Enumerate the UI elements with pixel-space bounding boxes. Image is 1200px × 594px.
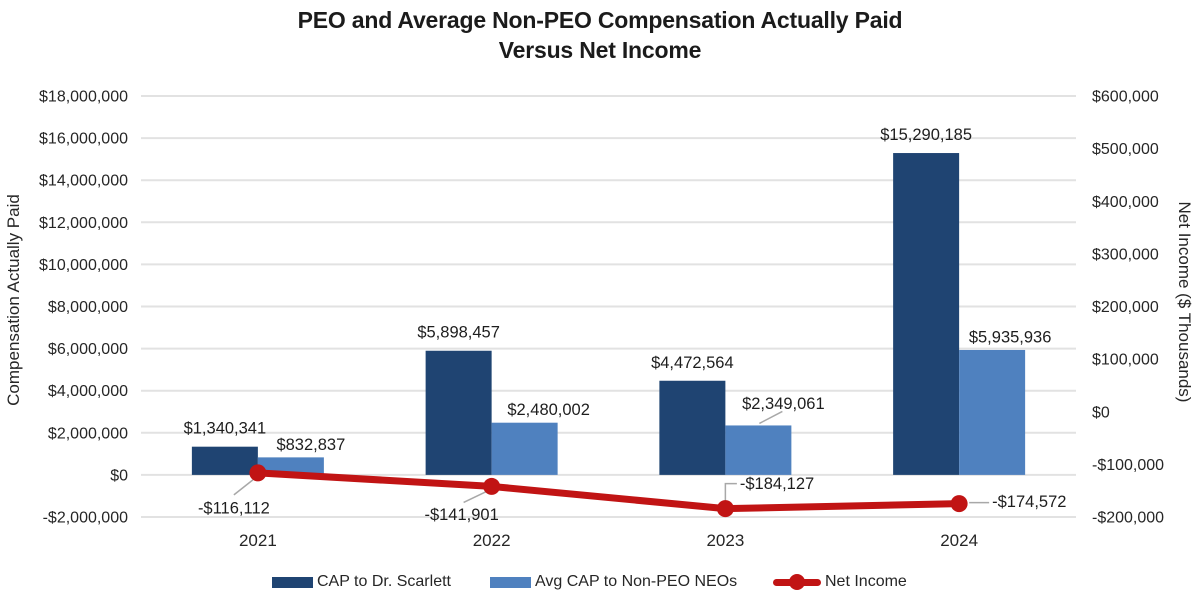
- leader-line: [463, 490, 487, 504]
- leader-line: [233, 479, 254, 496]
- bar-value-label: $15,290,185: [880, 126, 972, 144]
- bar-cap-peo: [425, 350, 492, 475]
- chart-title-line1: PEO and Average Non-PEO Compensation Act…: [297, 7, 903, 33]
- legend-label-avg-cap: Avg CAP to Non-PEO NEOs: [535, 573, 738, 590]
- net-income-label: -$141,901: [424, 506, 498, 524]
- net-income-marker: [950, 495, 968, 513]
- chart-title-line2: Versus Net Income: [498, 37, 702, 63]
- net-income-label: -$174,572: [992, 493, 1066, 511]
- right-axis-tick-label: $300,000: [1092, 246, 1159, 263]
- left-axis-tick-label: $4,000,000: [48, 383, 128, 400]
- bar-value-label: $832,837: [276, 436, 345, 454]
- left-axis-tick-label: -$2,000,000: [43, 510, 129, 527]
- legend-swatch-avg-cap: [490, 576, 531, 588]
- legend-swatch-cap-peo: [272, 576, 313, 588]
- chart-title: PEO and Average Non-PEO Compensation Act…: [0, 5, 1200, 65]
- net-income-label: -$184,127: [740, 475, 814, 493]
- net-income-label: -$116,112: [198, 499, 270, 517]
- bar-cap-peo: [659, 380, 726, 475]
- category-label: 2021: [239, 531, 277, 550]
- right-axis-tick-label: -$100,000: [1092, 457, 1164, 474]
- legend-item-avg-cap: Avg CAP to Non-PEO NEOs: [490, 570, 737, 594]
- bar-value-label: $2,349,061: [742, 395, 825, 413]
- category-label: 2024: [940, 531, 978, 550]
- left-axis-tick-label: $2,000,000: [48, 425, 128, 442]
- bar-cap-peo: [893, 153, 960, 475]
- category-label: 2023: [706, 531, 744, 550]
- bar-avg-cap: [491, 422, 558, 475]
- leader-line: [759, 410, 783, 425]
- bar-value-label: $2,480,002: [507, 401, 590, 419]
- legend-line-marker-icon: [773, 574, 821, 590]
- right-axis-tick-label: -$200,000: [1092, 510, 1164, 527]
- left-axis-title: Compensation Actually Paid: [4, 194, 23, 406]
- left-axis-tick-label: $18,000,000: [39, 89, 128, 106]
- right-axis-tick-label: $100,000: [1092, 352, 1159, 369]
- left-axis-tick-label: $8,000,000: [48, 299, 128, 316]
- leader-line: [724, 482, 737, 503]
- net-income-line: [254, 469, 963, 513]
- bar-cap-peo: [191, 446, 258, 475]
- left-axis-tick-label: $6,000,000: [48, 341, 128, 358]
- right-axis-tick-label: $400,000: [1092, 194, 1159, 211]
- legend-dot-icon: [789, 574, 805, 590]
- right-axis-tick-label: $600,000: [1092, 89, 1159, 106]
- left-axis-tick-label: $16,000,000: [39, 131, 128, 148]
- net-income-marker: [249, 464, 267, 482]
- bar-value-label: $5,898,457: [417, 324, 500, 342]
- left-axis-tick-label: $12,000,000: [39, 215, 128, 232]
- right-axis-tick-label: $0: [1092, 404, 1110, 421]
- left-axis-tick-label: $0: [110, 467, 128, 484]
- category-label: 2022: [473, 531, 511, 550]
- right-axis-tick-label: $200,000: [1092, 299, 1159, 316]
- bar-value-label: $5,935,936: [969, 328, 1052, 346]
- legend-label-net-income: Net Income: [825, 573, 907, 590]
- left-axis-tick-label: $14,000,000: [39, 173, 128, 190]
- legend-item-cap-peo: CAP to Dr. Scarlett: [272, 570, 451, 594]
- net-income-marker: [483, 477, 501, 495]
- bar-avg-cap: [959, 349, 1026, 475]
- left-axis-tick-label: $10,000,000: [39, 257, 128, 274]
- right-axis-tick-label: $500,000: [1092, 141, 1159, 158]
- bar-value-label: $4,472,564: [651, 354, 734, 372]
- right-axis-title: Net Income ($ Thousands): [1175, 201, 1194, 403]
- net-income-marker: [716, 500, 734, 518]
- bar-value-label: $1,340,341: [184, 420, 267, 438]
- legend-item-net-income: Net Income: [773, 570, 907, 594]
- legend-label-cap-peo: CAP to Dr. Scarlett: [317, 573, 451, 590]
- bar-avg-cap: [725, 425, 792, 475]
